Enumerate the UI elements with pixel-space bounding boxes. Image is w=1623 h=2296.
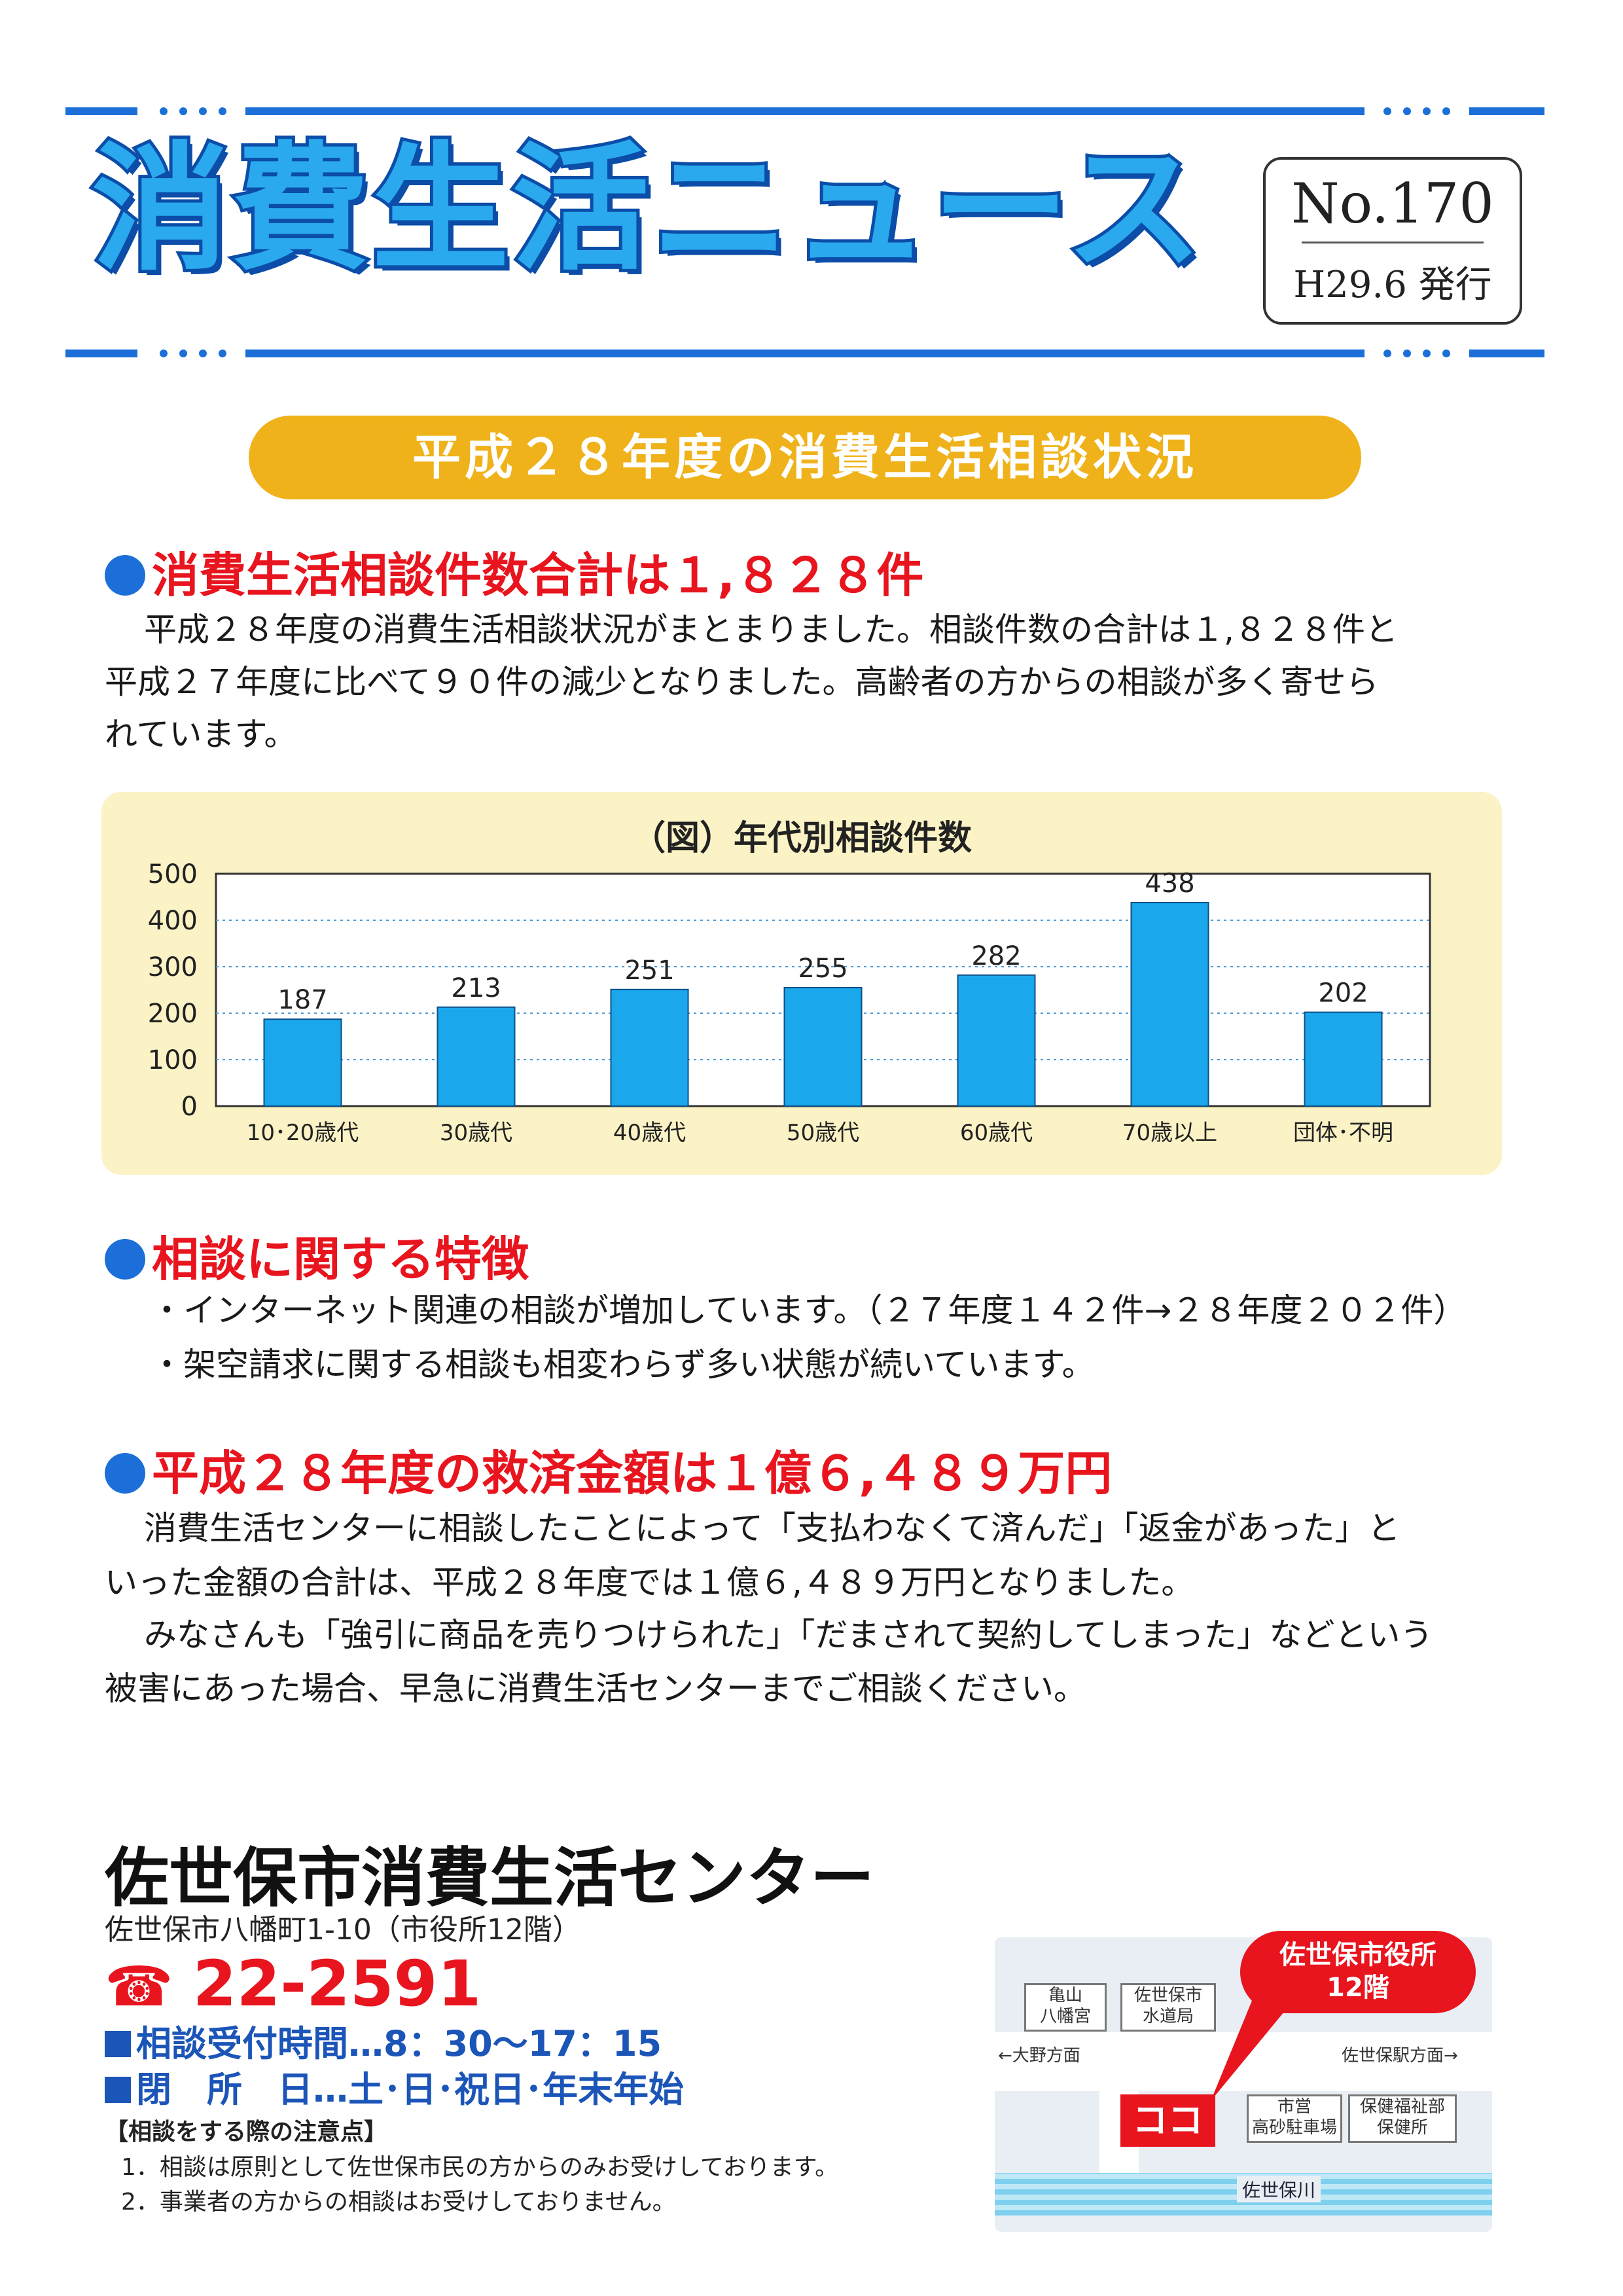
data-label: 187	[277, 985, 327, 1015]
bar	[1130, 902, 1209, 1107]
x-tick-label: 70歳以上	[1122, 1120, 1217, 1146]
center-name: 佐世保市消費生活センター	[105, 1841, 875, 1916]
x-tick-label: 40歳代	[613, 1120, 686, 1146]
map-label-line: 亀山	[1048, 1986, 1082, 2005]
data-label: 202	[1318, 978, 1368, 1009]
section-banner: 平成２８年度の消費生活相談状況	[249, 416, 1361, 499]
issue-number: No.170	[1291, 171, 1494, 236]
phone-number: ☎ 22-2591	[105, 1947, 481, 2020]
y-tick-label: 200	[148, 999, 198, 1029]
x-tick-label: 団体･不明	[1293, 1120, 1393, 1146]
paragraph-line: 平成２８年度の消費生活相談状況がまとまりました。相談件数の合計は１,８２８件と	[144, 611, 1398, 649]
bullet-dot-icon	[105, 555, 145, 596]
paragraph-line: みなさんも「強引に商品を売りつけられた」「だまされて契約してしまった」などという	[144, 1616, 1433, 1654]
y-tick-label: 100	[148, 1045, 198, 1075]
health-center: 保健福祉部 保健所	[1348, 2094, 1457, 2143]
data-label: 282	[971, 941, 1021, 971]
callout-pointer	[1211, 1990, 1302, 2101]
map-label-line: 保健福祉部	[1359, 2097, 1445, 2117]
kameyama-shrine: 亀山 八幡宮	[1024, 1983, 1107, 2032]
heading-text: 相談に関する特徴	[152, 1232, 529, 1287]
hours-text: 相談受付時間…8：30～17：15	[136, 2023, 662, 2064]
paragraph-line: 消費生活センターに相談したことによって「支払わなくて済んだ」「返金があった」と	[144, 1509, 1400, 1547]
city-hall-marker: ココ	[1120, 2094, 1215, 2147]
note-item: 1．相談は原則として佐世保市民の方からのみお受けしております。	[121, 2154, 839, 2181]
paragraph-line: れています。	[105, 715, 297, 753]
features-heading: 相談に関する特徴	[105, 1221, 529, 1289]
map-label-line: 高砂駐車場	[1251, 2118, 1337, 2138]
river-label: 佐世保川	[1237, 2176, 1321, 2202]
x-tick-label: 30歳代	[440, 1120, 512, 1146]
data-label: 438	[1145, 869, 1194, 899]
map-label-line: 八幡宮	[1039, 2007, 1091, 2026]
callout-line: 佐世保市役所	[1279, 1940, 1436, 1970]
header-bottom-rule	[65, 350, 1544, 357]
bar	[1304, 1011, 1383, 1107]
chart-title: （図）年代別相談件数	[631, 819, 972, 858]
bullet-dot-icon	[105, 1453, 145, 1494]
map-label-line: 水道局	[1142, 2007, 1194, 2026]
bar	[610, 988, 689, 1107]
city-hall-callout: 佐世保市役所 12階	[1240, 1931, 1476, 2013]
x-tick-label: 10･20歳代	[247, 1120, 359, 1146]
phone-text: 22-2591	[192, 1947, 482, 2020]
x-tick-label: 50歳代	[787, 1120, 859, 1146]
map-label-line: 佐世保市	[1133, 1986, 1202, 2005]
issue-date: H29.6 発行	[1293, 264, 1492, 306]
header-top-rule	[65, 107, 1544, 115]
y-tick-label: 500	[148, 859, 198, 889]
y-tick-label: 400	[148, 906, 198, 936]
heading-text: 消費生活相談件数合計は１,８２８件	[152, 548, 924, 603]
bar	[783, 986, 863, 1107]
bar	[957, 974, 1036, 1107]
age-bar-chart: 0 100 200 300 400 500 187 10･20歳代 213 30歳代 251 40歳代…	[148, 859, 1431, 1146]
y-tick-label: 0	[181, 1092, 198, 1122]
closed-days: 閉 所 日…土･日･祝日･年末年始	[105, 2060, 684, 2112]
center-address: 佐世保市八幡町1-10（市役所12階）	[105, 1913, 581, 1946]
data-label: 255	[798, 954, 847, 984]
heading-text: 平成２８年度の救済金額は１億６,４８９万円	[152, 1446, 1113, 1501]
issue-box: No.170 H29.6 発行	[1263, 157, 1522, 325]
map-label-line: 市営	[1277, 2097, 1311, 2117]
bar	[437, 1006, 516, 1107]
map-label-line: 保健所	[1376, 2118, 1428, 2138]
paragraph-line: 被害にあった場合、早急に消費生活センターまでご相談ください。	[105, 1670, 1086, 1708]
square-bullet-icon	[105, 2031, 131, 2057]
takasago-parking: 市営 高砂駐車場	[1247, 2094, 1342, 2143]
bar	[263, 1018, 342, 1107]
x-tick-label: 60歳代	[960, 1120, 1033, 1146]
notes-heading: 【相談をする際の注意点】	[105, 2119, 388, 2145]
y-tick-label: 300	[148, 952, 198, 982]
west-direction: ←大野方面	[998, 2046, 1080, 2066]
closed-text: 閉 所 日…土･日･祝日･年末年始	[136, 2069, 684, 2110]
issue-divider	[1302, 242, 1484, 243]
bullet-item: ・架空請求に関する相談も相変わらず多い状態が続いています。	[151, 1346, 1095, 1384]
reception-hours: 相談受付時間…8：30～17：15	[105, 2015, 662, 2066]
callout-line: 12階	[1327, 1973, 1389, 2003]
data-label: 251	[624, 956, 674, 986]
bullet-item: ・インターネット関連の相談が増加しています。（２７年度１４２件→２８年度２０２件…	[151, 1291, 1467, 1329]
telephone-icon: ☎	[105, 1954, 173, 2018]
newsletter-title: 消費生活ニュース	[88, 129, 1206, 289]
bullet-dot-icon	[105, 1239, 145, 1280]
relief-amount-heading: 平成２８年度の救済金額は１億６,４８９万円	[105, 1435, 1112, 1503]
data-label: 213	[451, 973, 501, 1003]
east-direction: 佐世保駅方面→	[1342, 2046, 1458, 2066]
total-consultations-heading: 消費生活相談件数合計は１,８２８件	[105, 537, 923, 605]
waterworks-bureau: 佐世保市 水道局	[1120, 1983, 1216, 2032]
paragraph-line: 平成２７年度に比べて９０件の減少となりました。高齢者の方からの相談が多く寄せら	[105, 663, 1379, 701]
note-item: 2．事業者の方からの相談はお受けしておりません。	[121, 2189, 676, 2215]
paragraph-line: いった金額の合計は、平成２８年度では１億６,４８９万円となりました。	[105, 1564, 1194, 1602]
square-bullet-icon	[105, 2077, 131, 2103]
